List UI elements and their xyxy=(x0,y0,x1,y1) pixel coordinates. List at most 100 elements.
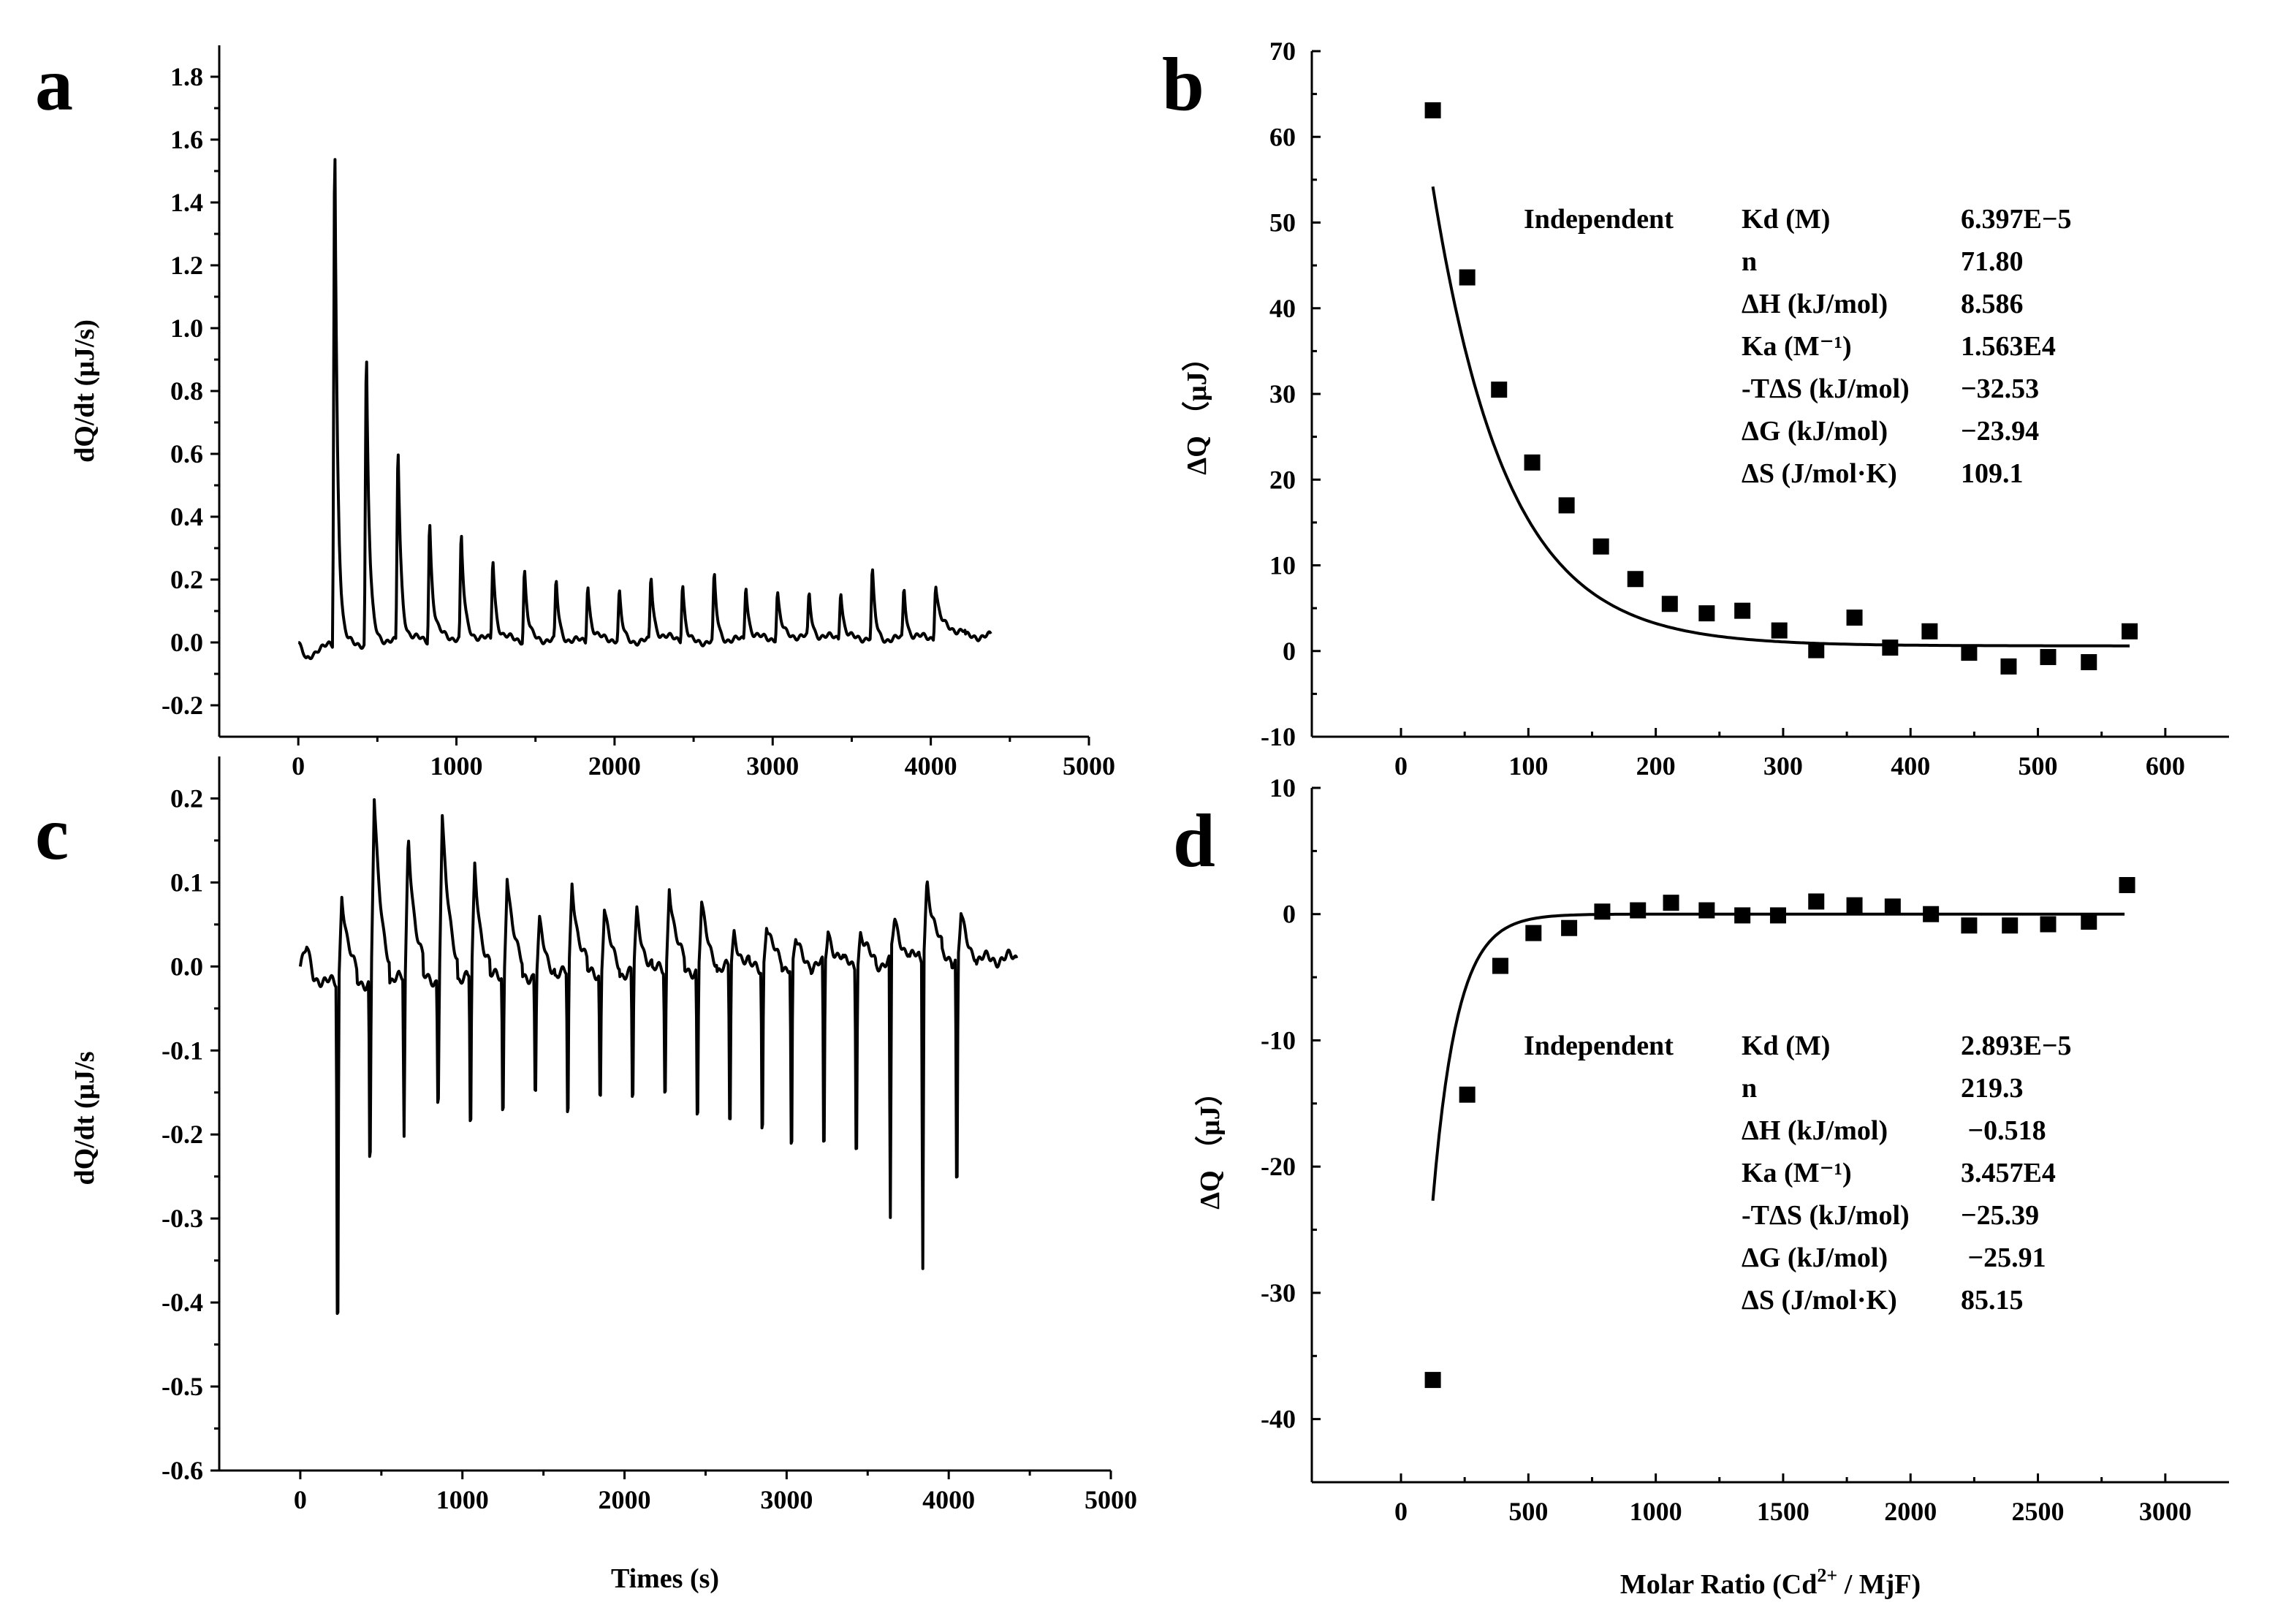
panel-d-stats-param: n xyxy=(1742,1073,1757,1104)
panel-a-y-tick-label: 0.8 xyxy=(170,376,203,406)
panel-b-data-point xyxy=(1558,497,1575,514)
panel-d-data-point xyxy=(1769,907,1786,924)
panel-d-stats-param: -TΔS (kJ/mol) xyxy=(1742,1200,1910,1231)
panel-b-x-tick-label: 100 xyxy=(1508,751,1548,781)
panel-a-trace xyxy=(297,158,992,661)
panel-a-y-tick-label: 0.6 xyxy=(170,439,203,468)
panel-c-x-tick-label: 5000 xyxy=(1085,1485,1137,1514)
panel-d-letter: d xyxy=(1173,799,1215,883)
panel-d-stats-value: −25.91 xyxy=(1961,1242,2046,1273)
panel-d-x-axis-title-main: Molar Ratio (Cd xyxy=(1620,1569,1818,1600)
panel-b-stats-value: 6.397E−5 xyxy=(1961,204,2072,235)
panel-b-data-point xyxy=(2000,658,2017,675)
panel-b-stats-value: −23.94 xyxy=(1961,416,2039,447)
panel-d-data-point xyxy=(1424,1372,1441,1389)
panel-a-y-tick-label: -0.2 xyxy=(162,691,203,720)
panel-b-x-tick-label: 600 xyxy=(2146,751,2185,781)
panel-a-y-axis-title: dQ/dt (μJ/s) xyxy=(69,319,100,463)
panel-b-y-tick-label: 0 xyxy=(1283,637,1296,666)
panel-d-stats-value: −25.39 xyxy=(1961,1200,2039,1231)
panel-d-stats-value: 2.893E−5 xyxy=(1961,1031,2072,1061)
panel-d-data-point xyxy=(1734,907,1751,924)
panel-b-data-point xyxy=(1846,610,1863,626)
panel-a-x-tick-label: 1000 xyxy=(430,751,483,781)
panel-d-data-point xyxy=(1492,957,1508,974)
panel-d-stats-value: 85.15 xyxy=(1961,1285,2024,1316)
panel-d-data-point xyxy=(1561,919,1578,936)
panel-c-x-tick-label: 3000 xyxy=(760,1485,813,1514)
panel-b-data-point xyxy=(1661,596,1678,612)
panel-b-x-tick-label: 300 xyxy=(1763,751,1803,781)
panel-d-data-point xyxy=(1808,893,1825,910)
panel-d-data-point xyxy=(1630,902,1647,919)
panel-b-x-tick-label: 200 xyxy=(1636,751,1676,781)
panel-b: b -10 0 10 20 30 40 50 60 70 0 100 200 300 400 500 600 Δ… xyxy=(1162,37,2229,781)
panel-b-data-point xyxy=(1424,102,1441,118)
panel-b-stats-model: Independent xyxy=(1524,204,1674,235)
panel-b-data-point xyxy=(1459,269,1476,286)
panel-c-letter: c xyxy=(35,792,69,876)
panel-b-data-point xyxy=(1627,571,1644,588)
panel-b-y-tick-label: -10 xyxy=(1261,722,1296,751)
panel-d-x-tick-label: 0 xyxy=(1394,1497,1408,1526)
panel-c-y-tick-label: -0.1 xyxy=(162,1036,203,1065)
panel-d-x-tick-label: 1000 xyxy=(1630,1497,1682,1526)
panel-b-data-point xyxy=(1808,642,1825,659)
panel-d-data-point xyxy=(1923,906,1940,922)
panel-d-stats-value: −0.518 xyxy=(1961,1115,2046,1146)
panel-b-y-tick-label: 50 xyxy=(1269,208,1296,238)
panel-a-x-tick-label: 4000 xyxy=(905,751,957,781)
panel-b-data-point xyxy=(1491,382,1508,398)
panel-b-stats-param: ΔS (J/mol·K) xyxy=(1742,458,1897,489)
panel-b-x-tick-label: 0 xyxy=(1394,751,1408,781)
panel-c: c -0.6 -0.5 -0.4 -0.3 -0.2 -0.1 0.0 0.1 0.2 0 1000… xyxy=(35,756,1137,1594)
panel-a-y-tick-label: 0.2 xyxy=(170,565,203,594)
panel-d-x-tick-label: 2500 xyxy=(2012,1497,2065,1526)
panel-d-data-point xyxy=(2040,916,2057,933)
panel-a-x-tick-label: 3000 xyxy=(746,751,799,781)
panel-d-y-tick-label: -40 xyxy=(1261,1405,1296,1434)
panel-b-data-point xyxy=(1698,605,1715,622)
panel-d-data-point xyxy=(1698,902,1715,919)
panel-b-data-point xyxy=(1771,622,1788,639)
panel-b-data-point xyxy=(1592,538,1609,555)
panel-d-x-tick-label: 2000 xyxy=(1884,1497,1937,1526)
panel-d-x-tick-label: 500 xyxy=(1508,1497,1548,1526)
panel-c-x-tick-label: 4000 xyxy=(922,1485,975,1514)
panel-b-fit-curve xyxy=(1431,186,2130,648)
panel-a: a -0.2 0.0 0.2 0.4 0.6 0.8 1.0 1.2 1.4 1.6 1.8 0 100… xyxy=(35,42,1115,781)
panel-b-stats-param: Ka (M⁻¹) xyxy=(1742,331,1852,362)
panel-a-y-tick-label: 1.6 xyxy=(170,125,203,154)
panel-d-x-tick-label: 1500 xyxy=(1757,1497,1810,1526)
panel-c-y-tick-label: -0.4 xyxy=(162,1288,203,1317)
panel-d-data-point xyxy=(2081,914,2097,930)
panel-b-y-tick-label: 30 xyxy=(1269,379,1296,409)
panel-d-data-point xyxy=(2119,877,2135,893)
panel-a-y-tick-label: 0.4 xyxy=(170,502,203,531)
panel-a-letter: a xyxy=(35,42,73,126)
panel-c-y-tick-label: -0.6 xyxy=(162,1456,203,1485)
panel-d-data-point xyxy=(1594,903,1611,920)
panel-d-data-point xyxy=(1459,1086,1476,1103)
panel-c-y-axis-title: dQ/dt (μJ/s xyxy=(69,1051,100,1185)
panel-c-x-tick-label: 0 xyxy=(294,1485,307,1514)
panel-d-stats-value: 3.457E4 xyxy=(1961,1158,2056,1188)
panel-b-y-tick-label: 10 xyxy=(1269,551,1296,580)
panel-b-letter: b xyxy=(1162,42,1204,126)
panel-d-y-tick-label: -10 xyxy=(1261,1025,1296,1055)
panel-d-data-point xyxy=(2002,917,2019,934)
panel-b-stats-value: −32.53 xyxy=(1961,373,2039,404)
panel-a-y-tick-label: 1.4 xyxy=(170,188,203,217)
panel-d-stats-param: ΔH (kJ/mol) xyxy=(1742,1115,1888,1146)
panel-d-y-tick-label: 10 xyxy=(1269,773,1296,802)
panel-d-y-tick-label: -20 xyxy=(1261,1152,1296,1181)
panel-d-stats-param: Kd (M) xyxy=(1742,1031,1830,1061)
panel-d-stats-param: ΔG (kJ/mol) xyxy=(1742,1242,1888,1273)
panel-b-stats-value: 71.80 xyxy=(1961,246,2024,277)
panel-d-x-axis-title-superscript: 2+ xyxy=(1817,1565,1837,1586)
panel-d-stats-param: ΔS (J/mol·K) xyxy=(1742,1285,1897,1316)
panel-b-x-tick-label: 500 xyxy=(2019,751,2058,781)
panel-b-y-tick-label: 60 xyxy=(1269,122,1296,151)
panel-d-x-axis-title-tail: / MjF) xyxy=(1837,1569,1921,1600)
panel-d-y-axis-title: ΔQ （μJ） xyxy=(1195,1078,1226,1209)
